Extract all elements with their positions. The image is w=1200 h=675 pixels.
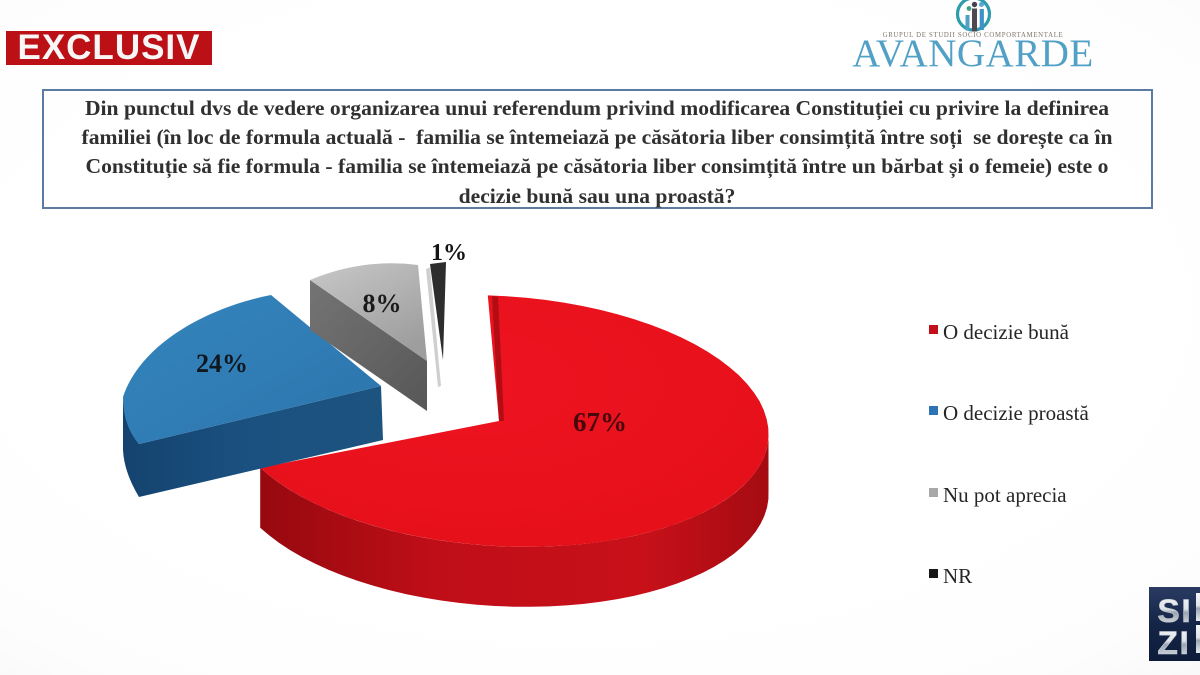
svg-text:1%: 1% (431, 240, 467, 266)
svg-text:24%: 24% (196, 349, 248, 378)
svg-text:SI: SI (1157, 593, 1192, 629)
svg-text:8%: 8% (363, 289, 402, 318)
svg-text:67%: 67% (573, 407, 627, 437)
svg-text:ZI: ZI (1157, 625, 1190, 661)
